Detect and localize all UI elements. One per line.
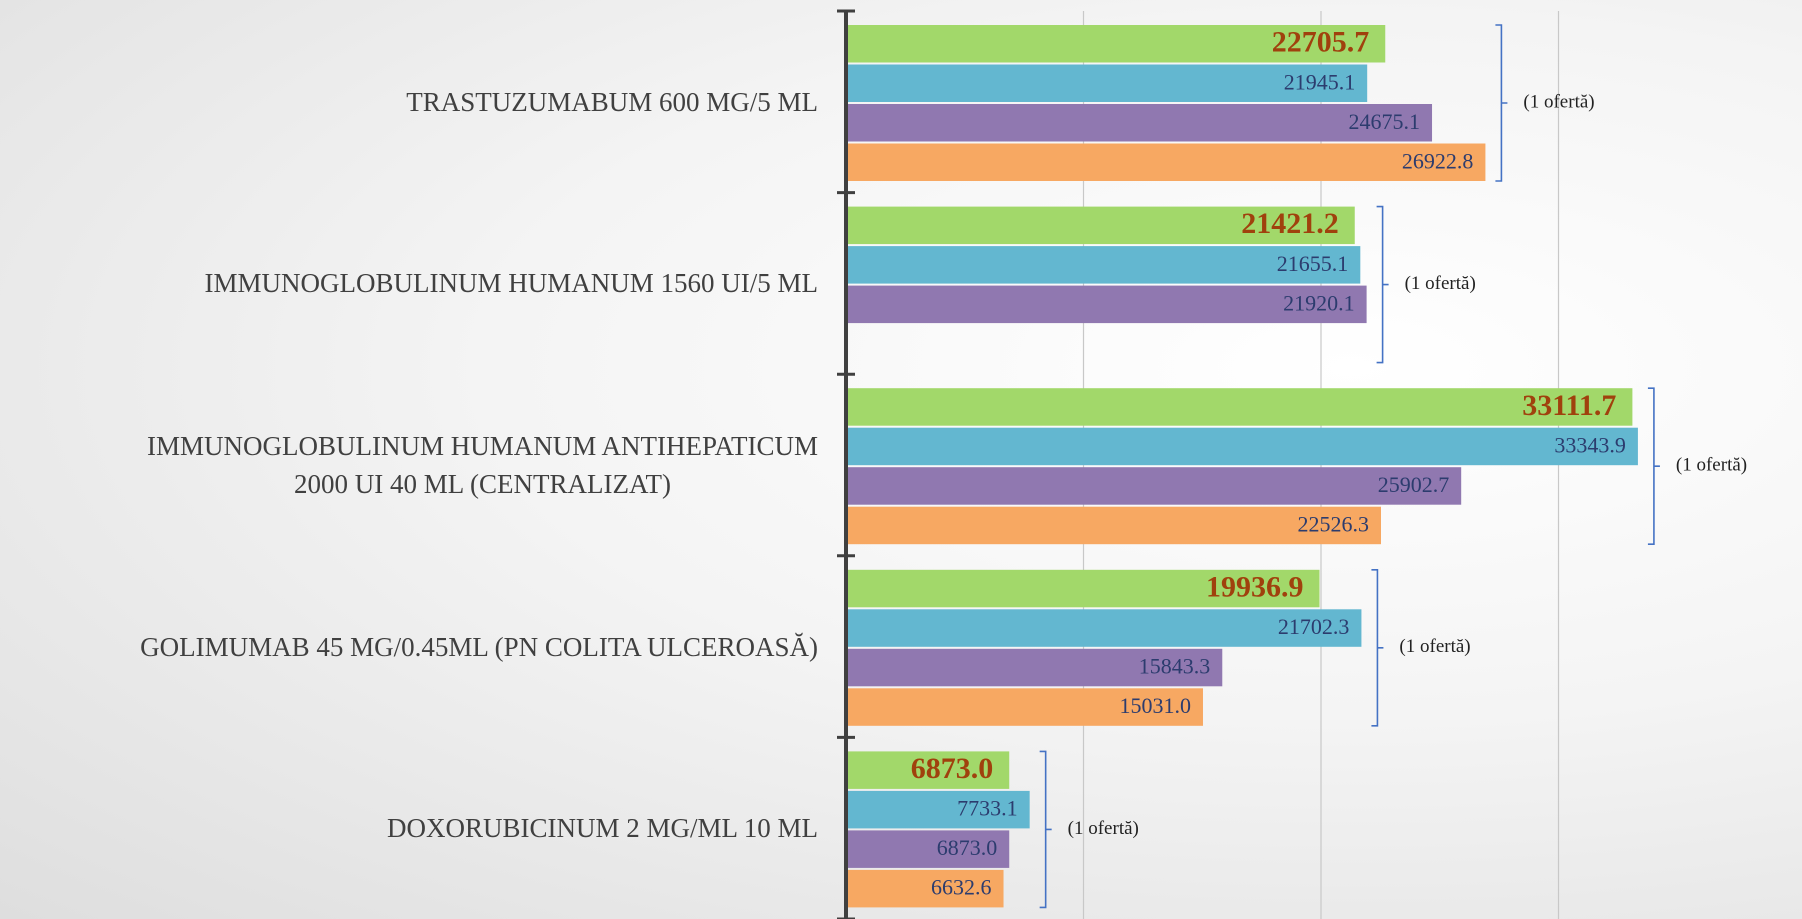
highlight-value-label: 21421.2 (1241, 207, 1339, 240)
bar (846, 143, 1486, 181)
value-label: 21920.1 (1283, 290, 1355, 315)
category-label: DOXORUBICINUM 2 MG/ML 10 ML (386, 813, 818, 844)
bar (846, 388, 1633, 426)
category-label: IMMUNOGLOBULINUM HUMANUM 1560 UI/5 ML (204, 268, 819, 299)
category-label: GOLIMUMAB 45 MG/0.45ML (PN COLITA ULCERO… (140, 631, 818, 662)
value-label: 25902.7 (1378, 472, 1450, 497)
bar (846, 427, 1638, 466)
annotation: (1 ofertă) (1523, 91, 1594, 112)
value-label: 6632.6 (931, 875, 992, 900)
highlight-value-label: 33111.7 (1522, 389, 1616, 422)
value-label: 22526.3 (1297, 511, 1369, 536)
value-label: 6873.0 (937, 835, 998, 860)
highlight-value-label: 6873.0 (911, 752, 994, 785)
bracket (1376, 205, 1389, 364)
bracket (1039, 750, 1052, 909)
bar (846, 648, 1223, 687)
category-label: TRASTUZUMABUM 600 MG/5 ML (406, 86, 818, 117)
value-label: 21702.3 (1278, 614, 1350, 639)
bar (846, 246, 1361, 284)
bracket (1495, 24, 1508, 182)
bar (846, 869, 1004, 908)
value-label: 21945.1 (1284, 69, 1356, 94)
annotation: (1 ofertă) (1068, 818, 1139, 839)
value-label: 33343.9 (1554, 432, 1626, 457)
highlight-value-label: 22705.7 (1272, 26, 1370, 59)
bar (846, 206, 1355, 245)
bar (846, 688, 1203, 726)
bar (846, 104, 1433, 142)
bar (846, 830, 1010, 868)
bracket (1371, 569, 1384, 727)
bar (846, 609, 1362, 647)
bar (846, 64, 1368, 102)
value-label: 7733.1 (957, 796, 1018, 821)
bar (846, 751, 1010, 789)
bar (846, 285, 1367, 324)
bar (846, 506, 1381, 545)
bracket (1647, 387, 1660, 545)
bar (846, 25, 1386, 63)
value-label: 15843.3 (1139, 654, 1211, 679)
annotation: (1 ofertă) (1399, 636, 1470, 657)
bar (846, 569, 1320, 608)
highlight-value-label: 19936.9 (1206, 570, 1304, 603)
annotation: (1 ofertă) (1676, 455, 1747, 476)
value-label: 15031.0 (1119, 693, 1191, 718)
annotation: (1 ofertă) (1405, 273, 1476, 294)
category-label: IMMUNOGLOBULINUM HUMANUM ANTIHEPATICUM 2… (146, 431, 818, 499)
bar (846, 790, 1030, 829)
bar (846, 467, 1462, 505)
value-label: 24675.1 (1349, 109, 1421, 134)
value-label: 26922.8 (1402, 148, 1474, 173)
value-label: 21655.1 (1277, 251, 1349, 276)
